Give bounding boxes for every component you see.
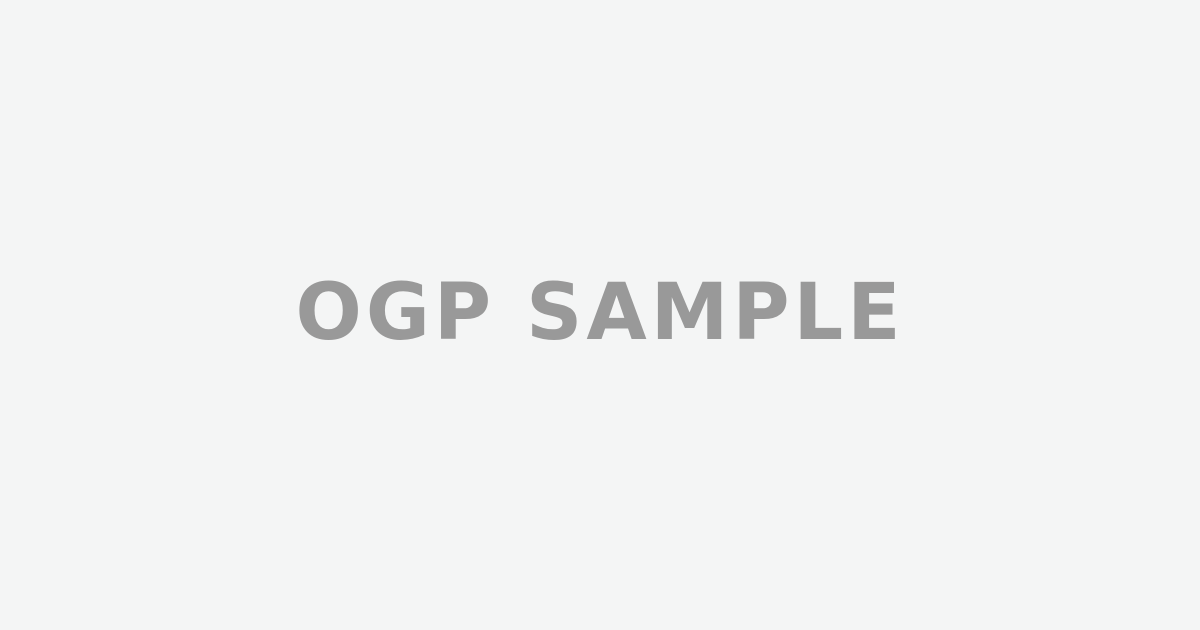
ogp-sample-title: OGP SAMPLE	[295, 268, 905, 358]
